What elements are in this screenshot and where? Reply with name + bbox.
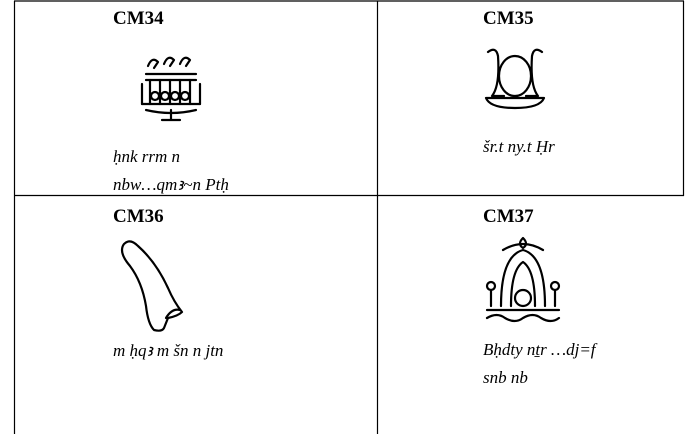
sign-code: CM34 bbox=[113, 8, 164, 29]
text-line: nbw…qmꜣ~n Ptḥ bbox=[113, 175, 229, 194]
text-line: snb nb bbox=[483, 368, 528, 387]
hieroglyph bbox=[140, 56, 202, 122]
hieroglyph bbox=[484, 48, 546, 110]
text-line: m ḥqꜣ m šn n jtn bbox=[113, 341, 224, 360]
text-line: ḥnk rrm n bbox=[113, 147, 181, 166]
sign-code: CM35 bbox=[483, 8, 534, 29]
text-line: Bḥdty nṯr …dj=f bbox=[483, 340, 596, 359]
hieroglyph bbox=[485, 236, 561, 323]
hieroglyph bbox=[120, 240, 184, 332]
sign-code: CM37 bbox=[483, 206, 534, 227]
sign-code: CM36 bbox=[113, 206, 164, 227]
transliteration: m ḥqꜣ m šn n jtn bbox=[113, 337, 343, 365]
transliteration: šr.t ny.t Ḥr bbox=[483, 133, 699, 161]
transliteration: ḥnk rrm n nbw…qmꜣ~n Ptḥ bbox=[113, 143, 343, 199]
text-line: šr.t ny.t Ḥr bbox=[483, 137, 555, 156]
transliteration: Bḥdty nṯr …dj=f snb nb bbox=[483, 336, 699, 392]
